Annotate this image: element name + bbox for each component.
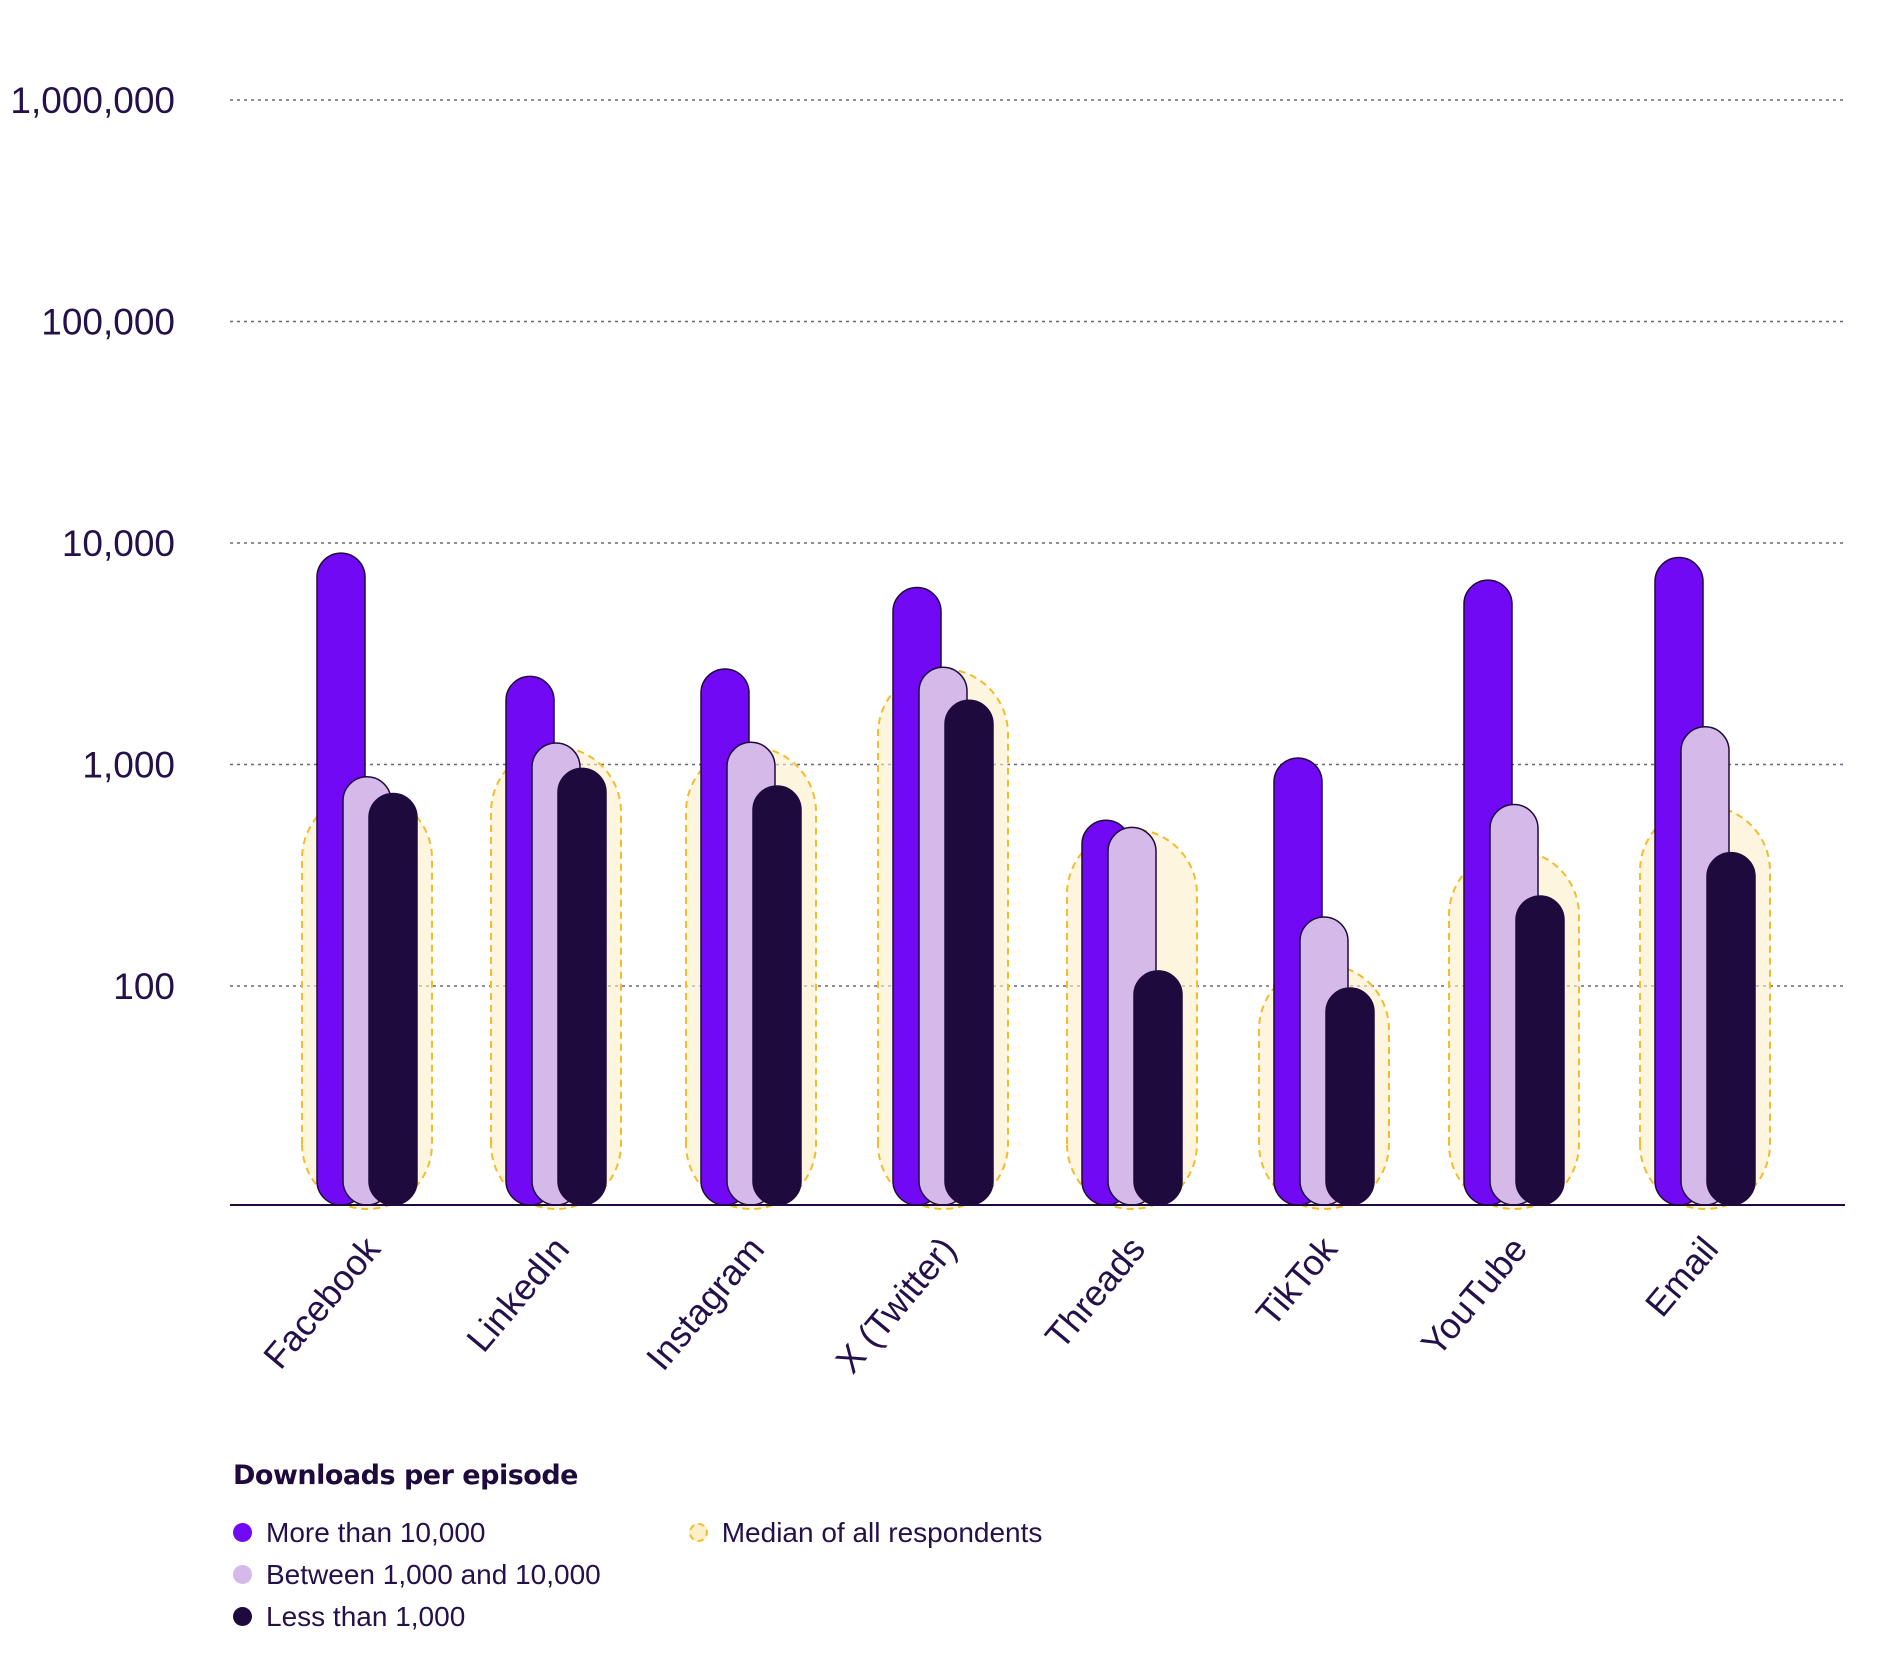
bar	[557, 767, 607, 1206]
bar	[1325, 987, 1375, 1206]
bar	[1133, 970, 1183, 1206]
x-tick-label: Threads	[1037, 1229, 1153, 1357]
x-axis-tick-labels: Facebook LinkedIn Instagram X (Twitter) Thre…	[255, 1228, 1726, 1381]
bar-group	[1258, 757, 1390, 1210]
bar-group	[1639, 556, 1771, 1210]
y-tick-label: 1,000	[82, 745, 175, 786]
y-tick-label: 100,000	[41, 302, 175, 343]
y-tick-label: 10,000	[62, 523, 175, 564]
bar-group	[301, 552, 433, 1210]
legend-item-more-than-10000: More than 10,000	[233, 1517, 601, 1548]
legend-label: Between 1,000 and 10,000	[266, 1558, 601, 1590]
legend-item-median: Median of all respondents	[688, 1516, 1043, 1548]
legend-label: Less than 1,000	[266, 1600, 466, 1632]
x-tick-label: YouTube	[1413, 1229, 1535, 1364]
bar	[368, 792, 418, 1206]
bar-group	[877, 586, 1009, 1210]
x-tick-label: LinkedIn	[458, 1229, 577, 1360]
bar	[1515, 895, 1565, 1206]
bar-group	[1066, 819, 1198, 1210]
bar-group	[1448, 579, 1580, 1210]
legend: Downloads per episode More than 10,000 B…	[233, 1460, 1042, 1632]
legend-label: Median of all respondents	[721, 1516, 1043, 1548]
legend-swatch-median	[688, 1523, 708, 1542]
legend-label: More than 10,000	[266, 1516, 486, 1548]
legend-item-between: Between 1,000 and 10,000	[233, 1559, 601, 1590]
x-tick-label: Facebook	[255, 1228, 389, 1376]
bar	[944, 699, 994, 1206]
gridlines	[230, 99, 1845, 987]
x-tick-label: Instagram	[638, 1229, 772, 1378]
y-tick-label: 100	[113, 966, 175, 1007]
x-tick-label: Email	[1637, 1229, 1726, 1324]
x-tick-label: TikTok	[1248, 1228, 1346, 1334]
bars	[301, 552, 1771, 1210]
y-axis-tick-labels: 100 1,000 10,000 100,000 1,000,000	[10, 80, 175, 1007]
legend-title: Downloads per episode	[233, 1460, 578, 1491]
bar	[1706, 851, 1756, 1206]
bar-group	[685, 668, 817, 1210]
legend-item-less-than-1000: Less than 1,000	[233, 1601, 601, 1632]
legend-swatch-purple	[233, 1523, 252, 1542]
x-tick-label: X (Twitter)	[827, 1229, 964, 1381]
legend-swatch-lavender	[233, 1565, 252, 1584]
y-tick-label: 1,000,000	[10, 80, 175, 121]
legend-swatch-dark	[233, 1607, 252, 1626]
bar	[752, 785, 802, 1206]
bar-group	[490, 675, 622, 1210]
chart: 100 1,000 10,000 100,000 1,000,000 Facebook L…	[10, 80, 1845, 1381]
